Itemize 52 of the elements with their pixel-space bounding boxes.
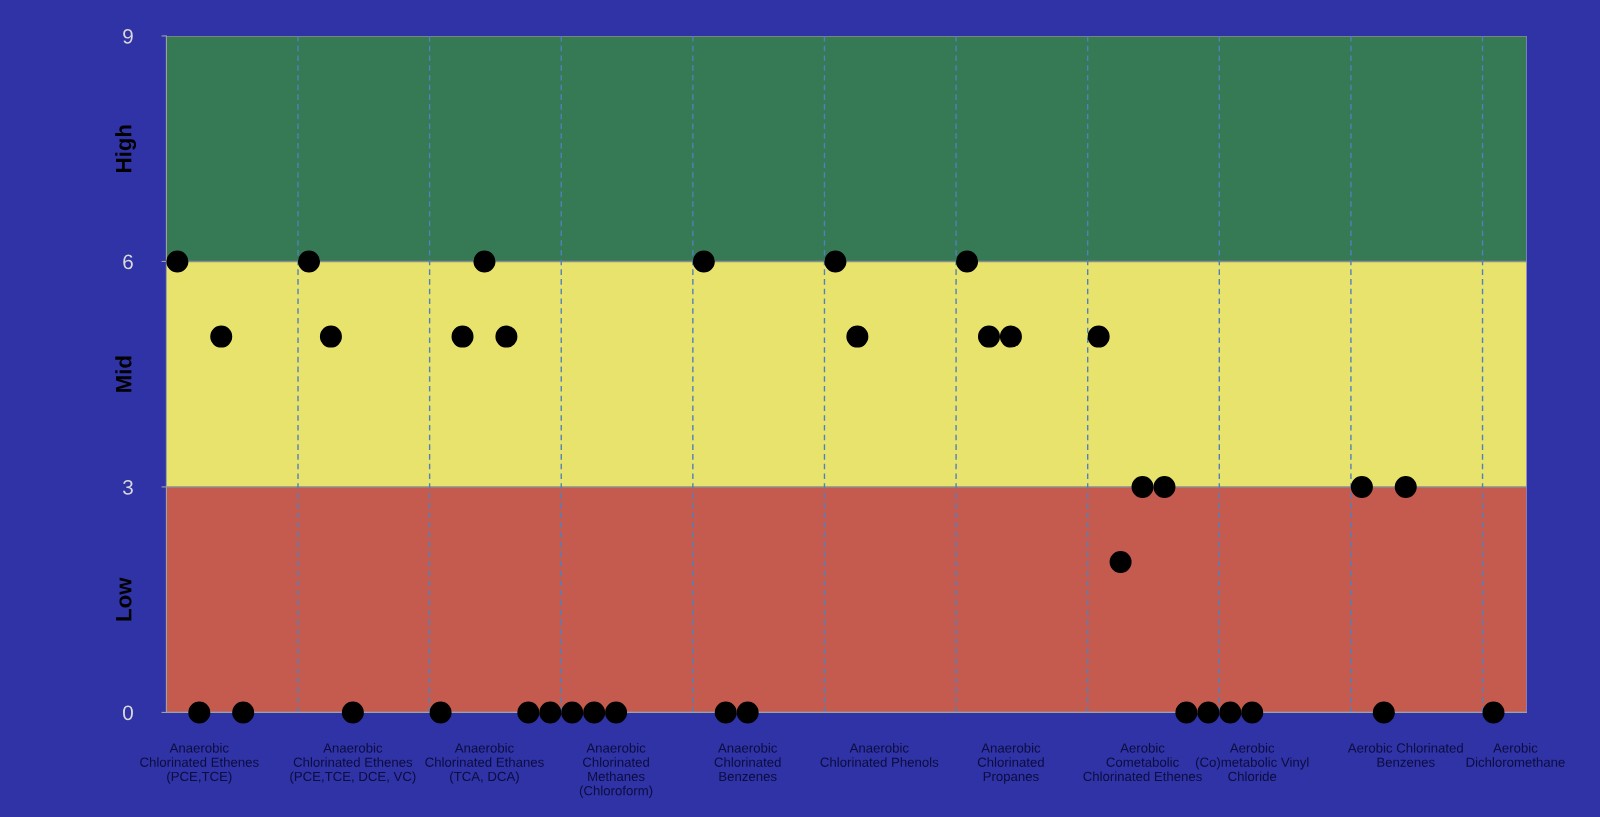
- band-label: Mid: [115, 356, 132, 392]
- point: [341, 701, 364, 724]
- point: [210, 325, 233, 348]
- band-label: Low: [116, 577, 132, 621]
- x-tick-label: Anaerobic Chlorinated Ethenes (PCE,TCE): [140, 742, 259, 784]
- point: [429, 701, 452, 724]
- point: [1109, 551, 1132, 574]
- point: [1241, 701, 1264, 724]
- point: [605, 701, 628, 724]
- point: [188, 701, 211, 724]
- point: [583, 701, 606, 724]
- point: [714, 701, 737, 724]
- point: [297, 250, 320, 273]
- point: [1350, 475, 1373, 498]
- x-tick-label: Anaerobic Chlorinated Methanes (Chloroform): [579, 742, 653, 798]
- y-tick-label: 0: [122, 705, 133, 721]
- x-tick-label: Anaerobic Chlorinated Benzenes: [714, 742, 781, 782]
- point: [451, 325, 474, 348]
- point: [517, 701, 540, 724]
- y-tick-label: 3: [122, 479, 133, 495]
- point: [1153, 475, 1176, 498]
- y-tick-label: 6: [123, 254, 133, 270]
- point: [736, 701, 759, 724]
- x-tick-label: Anaerobic Chlorinated Ethenes (PCE,TCE, DCE, VC): [290, 742, 416, 784]
- band-label: High: [115, 125, 137, 172]
- point: [561, 701, 584, 724]
- x-tick-label: Anaerobic Chlorinated Phenols: [820, 742, 939, 767]
- point: [1219, 701, 1242, 724]
- point: [232, 701, 255, 724]
- point: [166, 250, 189, 273]
- point: [319, 325, 342, 348]
- x-tick-label: Anaerobic Chlorinated Ethanes (TCA, DCA): [425, 742, 544, 784]
- point: [1087, 325, 1110, 348]
- point: [999, 325, 1022, 348]
- point: [977, 325, 1000, 348]
- x-tick-label: Anaerobic Chlorinated Propanes: [977, 742, 1044, 784]
- point: [956, 250, 979, 273]
- point: [692, 250, 715, 273]
- point: [539, 701, 562, 724]
- point: [1131, 475, 1154, 498]
- point: [824, 250, 847, 273]
- point: [1175, 701, 1198, 724]
- point: [473, 250, 496, 273]
- point: [495, 325, 518, 348]
- y-tick-label: 9: [123, 28, 133, 44]
- x-tick-label: Aerobic Chlorinated Benzenes: [1347, 742, 1463, 767]
- point: [1197, 701, 1220, 724]
- point: [1482, 701, 1505, 724]
- x-tick-label: Aerobic Dichloromethane: [1466, 742, 1565, 767]
- point: [846, 325, 869, 348]
- point: [1372, 701, 1395, 724]
- point: [1394, 475, 1417, 498]
